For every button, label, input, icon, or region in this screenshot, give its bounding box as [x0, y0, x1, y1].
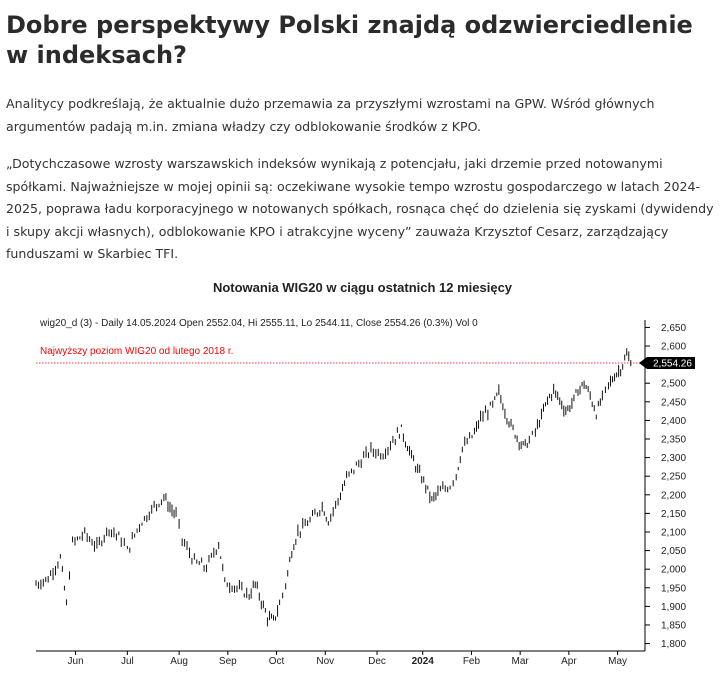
- chart-axes: 2,6502,6002,5502,5002,4502,4002,3502,300…: [36, 320, 686, 666]
- x-tick-label: Mar: [512, 656, 530, 666]
- y-tick-label: 2,650: [661, 323, 686, 334]
- x-tick-label: Aug: [170, 656, 188, 666]
- y-tick-label: 2,200: [661, 490, 686, 501]
- last-value-tag: 2,554.26: [639, 357, 695, 370]
- article-paragraph-1: Analitycy podkreślają, że aktualnie dużo…: [6, 96, 655, 134]
- y-tick-label: 2,450: [661, 397, 686, 408]
- x-tick-label: Dec: [368, 656, 386, 666]
- y-tick-label: 2,400: [661, 416, 686, 427]
- x-tick-label: Nov: [316, 656, 334, 666]
- wig20-chart: wig20_d (3) - Daily 14.05.2024 Open 2552…: [30, 306, 695, 666]
- price-series: [35, 348, 632, 627]
- y-tick-label: 2,100: [661, 527, 686, 538]
- y-tick-label: 2,300: [661, 453, 686, 464]
- y-tick-label: 2,350: [661, 435, 686, 446]
- chart-header-text: wig20_d (3) - Daily 14.05.2024 Open 2552…: [39, 318, 478, 329]
- article-paragraph-2: „Dotychczasowe wzrosty warszawskich inde…: [6, 156, 714, 261]
- x-tick-label: Feb: [463, 656, 481, 666]
- y-tick-label: 2,600: [661, 342, 686, 353]
- chart-annotation: Najwyższy poziom WIG20 od lutego 2018 r.: [40, 346, 233, 357]
- last-value-label: 2,554.26: [653, 359, 692, 370]
- x-tick-label: Jul: [121, 656, 134, 666]
- x-tick-label: Oct: [269, 656, 285, 666]
- y-tick-label: 1,900: [661, 602, 686, 613]
- x-tick-label: Apr: [561, 656, 577, 666]
- last-value-marker: [639, 357, 695, 370]
- x-tick-label: 2024: [412, 656, 435, 666]
- x-tick-label: May: [608, 656, 627, 666]
- chart-title: Notowania WIG20 w ciągu ostatnich 12 mie…: [212, 280, 513, 295]
- article-headline: Dobre perspektywy Polski znajdą odzwierc…: [6, 11, 693, 69]
- y-tick-label: 1,800: [661, 639, 686, 650]
- x-tick-label: Jun: [68, 656, 84, 666]
- y-tick-label: 2,000: [661, 565, 686, 576]
- chart-background: [30, 306, 695, 666]
- y-tick-label: 2,150: [661, 509, 686, 520]
- y-tick-label: 2,050: [661, 546, 686, 557]
- y-tick-label: 1,950: [661, 583, 686, 594]
- y-tick-label: 2,500: [661, 379, 686, 390]
- y-tick-label: 2,250: [661, 472, 686, 483]
- x-tick-label: Sep: [219, 656, 237, 666]
- y-tick-label: 1,850: [661, 620, 686, 631]
